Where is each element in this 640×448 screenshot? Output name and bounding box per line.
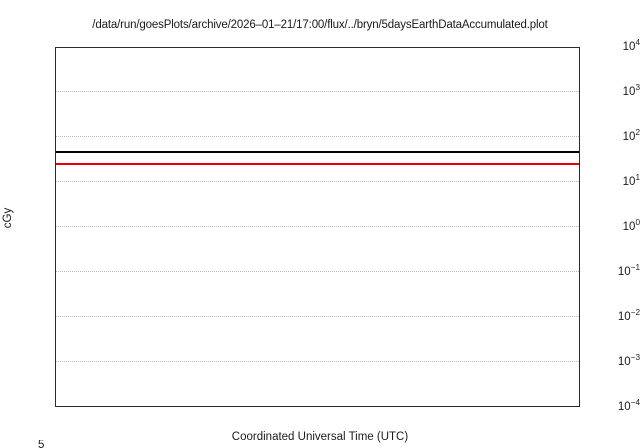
y-tick-label: 100 [622, 218, 640, 233]
page-title: /data/run/goesPlots/archive/2026–01–21/1… [92, 19, 548, 31]
y-tick-label: 10−3 [617, 353, 640, 368]
gridline [56, 226, 579, 228]
y-tick-label: 10−1 [617, 263, 640, 278]
series-line-red[interactable] [56, 163, 579, 165]
gridline [56, 136, 579, 138]
gridline [56, 91, 579, 93]
y-tick-label: 104 [622, 38, 640, 53]
gridline [56, 271, 579, 273]
y-tick-label: 102 [622, 128, 640, 143]
x-axis-title: Coordinated Universal Time (UTC) [231, 431, 409, 443]
gridline [56, 181, 579, 183]
gridline [56, 361, 579, 363]
y-axis-title: cGy [2, 207, 14, 229]
plot-area[interactable] [55, 47, 580, 407]
y-tick-label: 103 [622, 83, 640, 98]
y-tick-label: 10−2 [617, 308, 640, 323]
y-tick-label: 10−4 [617, 398, 640, 413]
y-tick-label: 101 [622, 173, 640, 188]
clipped-next-panel-label: 5 [38, 440, 45, 448]
series-line-black[interactable] [56, 151, 579, 153]
gridline [56, 316, 579, 318]
